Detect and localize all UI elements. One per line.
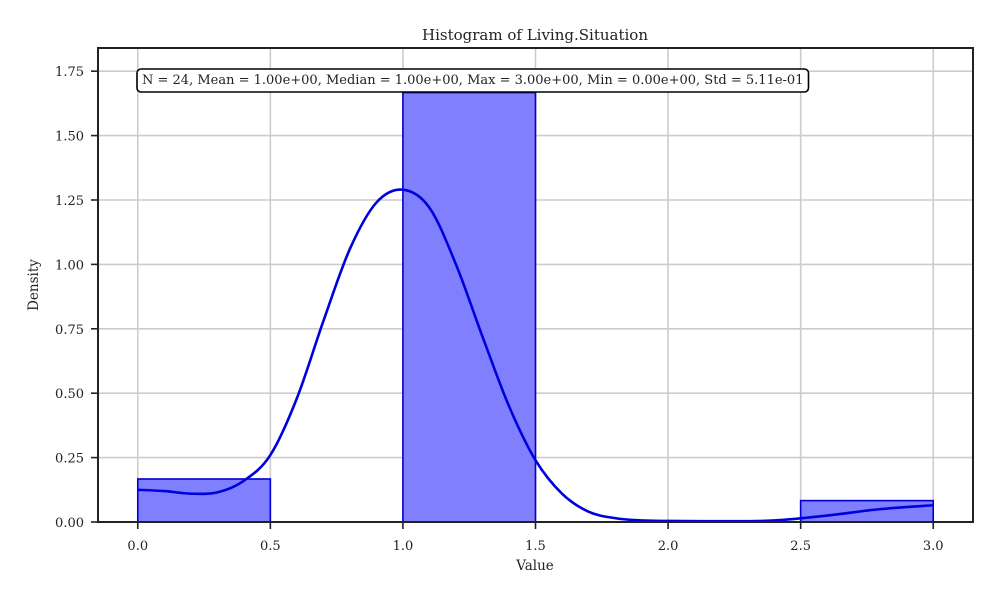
x-axis-label: Value <box>515 558 554 574</box>
x-tick-label: 0.5 <box>260 539 281 554</box>
x-tick-label: 1.5 <box>525 539 546 554</box>
stats-text: N = 24, Mean = 1.00e+00, Median = 1.00e+… <box>142 73 803 88</box>
y-tick-label: 0.50 <box>55 387 84 402</box>
y-tick-label: 0.75 <box>55 323 84 338</box>
axis-ticks: 0.0 0.5 1.0 1.5 2.0 2.5 3.0 0.00 0.25 0.50 0.75 1.0… <box>55 65 944 554</box>
y-tick-label: 0.25 <box>55 452 84 467</box>
y-tick-label: 1.50 <box>55 130 84 145</box>
x-tick-label: 1.0 <box>393 539 414 554</box>
x-tick-label: 2.5 <box>790 539 811 554</box>
y-tick-label: 1.75 <box>55 65 84 80</box>
y-tick-label: 1.25 <box>55 194 84 209</box>
y-tick-label: 0.00 <box>55 516 84 531</box>
x-tick-label: 3.0 <box>923 539 944 554</box>
histogram-bar <box>402 91 537 523</box>
x-tick-label: 0.0 <box>127 539 148 554</box>
stats-annotation: N = 24, Mean = 1.00e+00, Median = 1.00e+… <box>136 68 810 93</box>
y-tick-label: 1.00 <box>55 258 84 273</box>
histogram-bars <box>136 91 935 523</box>
stats-box-frame <box>136 68 810 93</box>
x-tick-label: 2.0 <box>658 539 679 554</box>
histogram-bar <box>136 478 272 523</box>
chart-title: Histogram of Living.Situation <box>422 26 648 44</box>
y-axis-label: Density <box>26 259 42 311</box>
